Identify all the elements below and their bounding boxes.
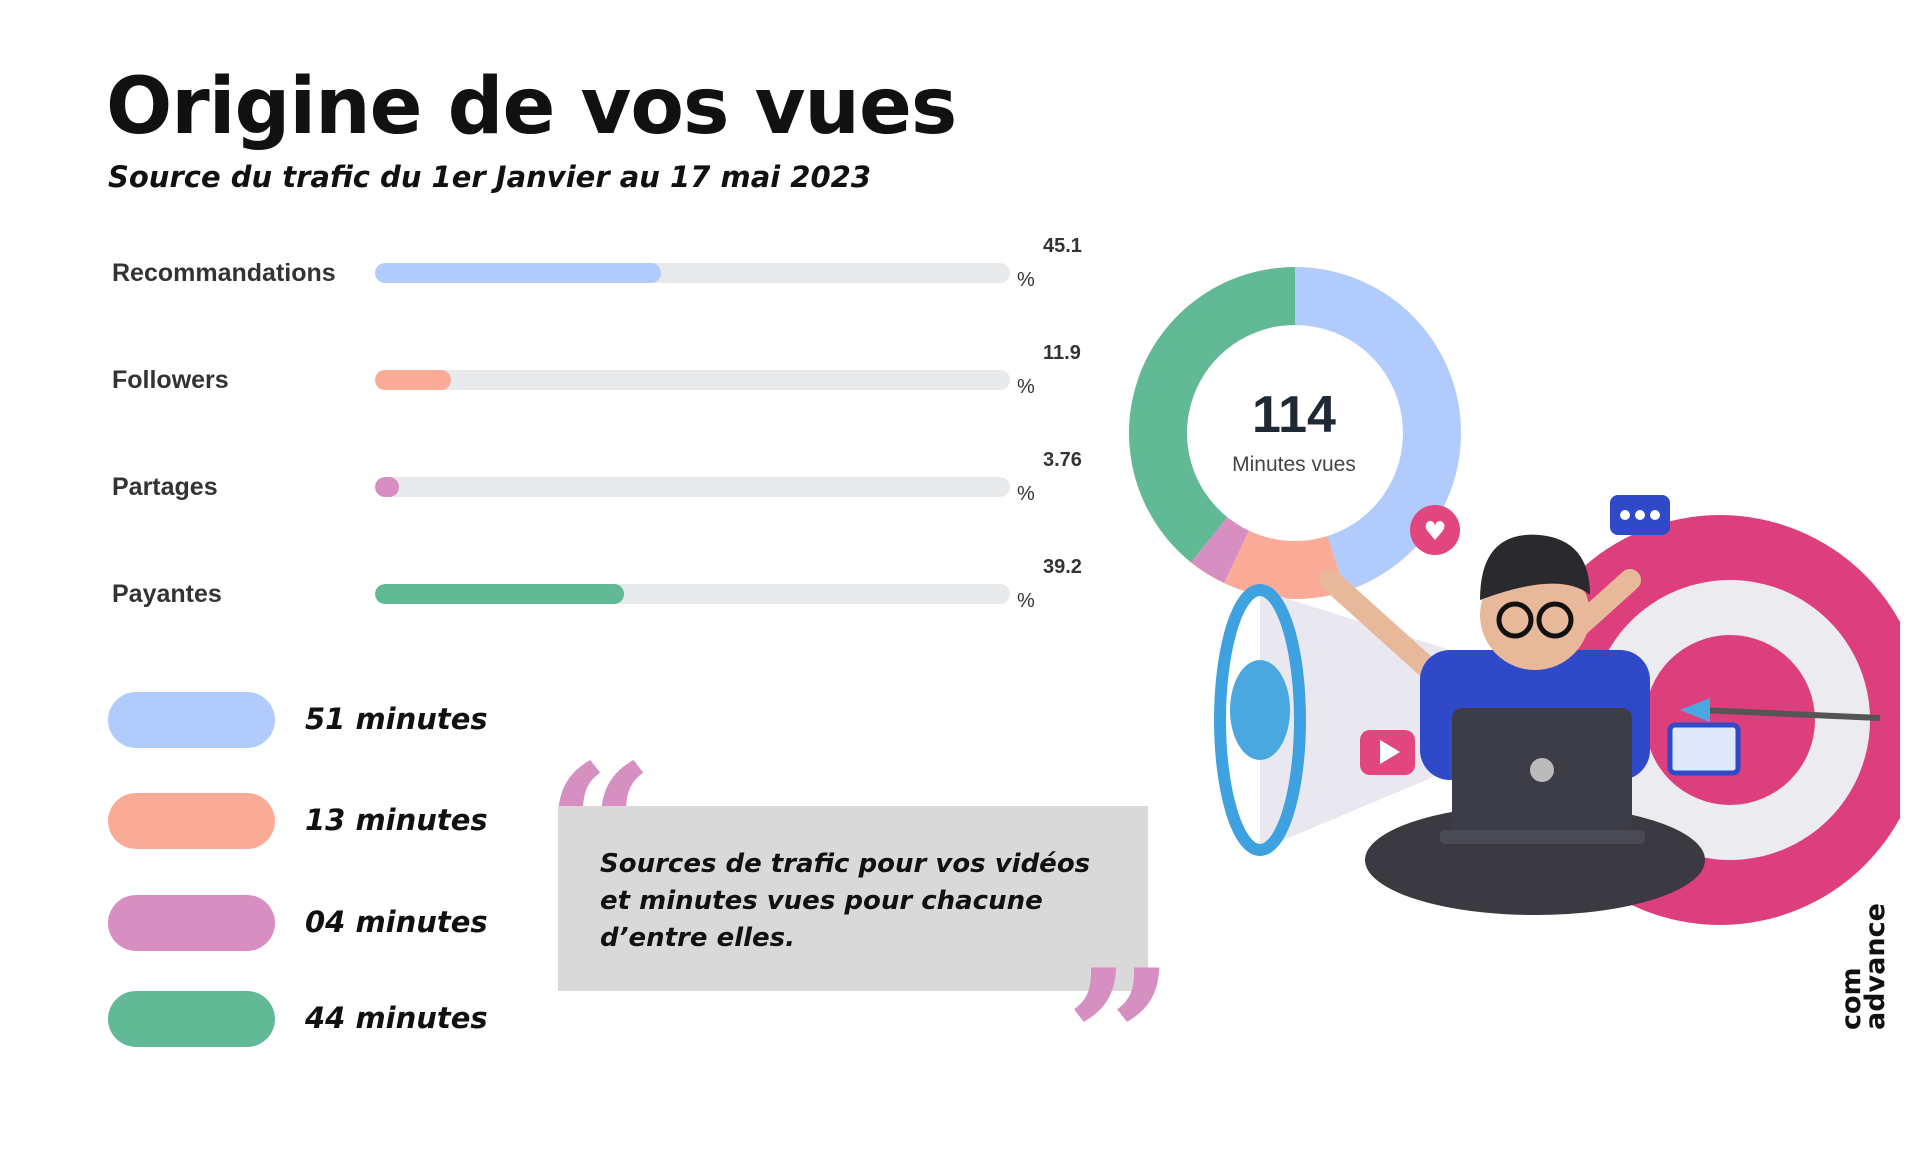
bar-fill — [375, 584, 624, 604]
close-quote-mark: ” — [1065, 928, 1175, 1151]
bar-value: 11.9 — [1043, 342, 1081, 364]
bar-unit: % — [1017, 376, 1035, 398]
page-title: Origine de vos vues — [106, 62, 957, 152]
bar-row: Followers 11.9 % — [0, 342, 1120, 410]
donut-slice-followers — [1224, 530, 1346, 599]
bar-value: 3.76 — [1043, 449, 1082, 471]
bar-row: Recommandations 45.1 % — [0, 235, 1120, 303]
bar-track — [375, 584, 1010, 604]
legend-swatch — [108, 895, 275, 951]
quote-text: Sources de trafic pour vos vidéos et min… — [600, 849, 1091, 953]
bar-row: Partages 3.76 % — [0, 449, 1120, 517]
image-icon — [1667, 722, 1741, 776]
legend-label: 44 minutes — [305, 1001, 488, 1035]
bar-value: 45.1 — [1043, 235, 1082, 257]
bar-fill — [375, 263, 662, 283]
donut-center-value: 114 — [1252, 386, 1336, 444]
bar-row: Payantes 39.2 % — [0, 556, 1120, 624]
bar-fill — [375, 477, 399, 497]
legend-label: 13 minutes — [305, 803, 488, 837]
legend-swatch — [108, 991, 275, 1047]
bar-track — [375, 263, 1010, 283]
legend-swatch — [108, 692, 275, 748]
heart-bubble-icon — [1410, 505, 1460, 555]
bar-label: Followers — [112, 366, 229, 394]
svg-text:♥: ♥ — [1423, 517, 1446, 547]
dart-icon — [1699, 707, 1881, 721]
bar-unit: % — [1017, 590, 1035, 612]
bar-track — [375, 370, 1010, 390]
bar-unit: % — [1017, 483, 1035, 505]
legend-swatch — [108, 793, 275, 849]
page-subtitle: Source du trafic du 1er Janvier au 17 ma… — [108, 160, 872, 194]
logo-line-2: advance — [1860, 903, 1891, 1030]
bar-fill — [375, 370, 451, 390]
marketing-illustration: ♥ — [1214, 495, 1900, 925]
bar-label: Partages — [112, 473, 218, 501]
donut-slice-payantes — [1129, 267, 1295, 563]
donut-center-label: Minutes vues — [1232, 453, 1356, 476]
bar-track — [375, 477, 1010, 497]
legend-label: 51 minutes — [305, 702, 488, 736]
donut-slice-partages — [1190, 517, 1249, 584]
com-advance-logo: com advance — [1836, 903, 1891, 1030]
donut-slice-recommandations — [1295, 267, 1461, 592]
donut-chart — [1129, 267, 1461, 599]
bar-unit: % — [1017, 269, 1035, 291]
bar-label: Recommandations — [112, 259, 336, 287]
bar-label: Payantes — [112, 580, 222, 608]
quote-box: Sources de trafic pour vos vidéos et min… — [558, 806, 1148, 991]
legend-label: 04 minutes — [305, 905, 488, 939]
bar-value: 39.2 — [1043, 556, 1082, 578]
